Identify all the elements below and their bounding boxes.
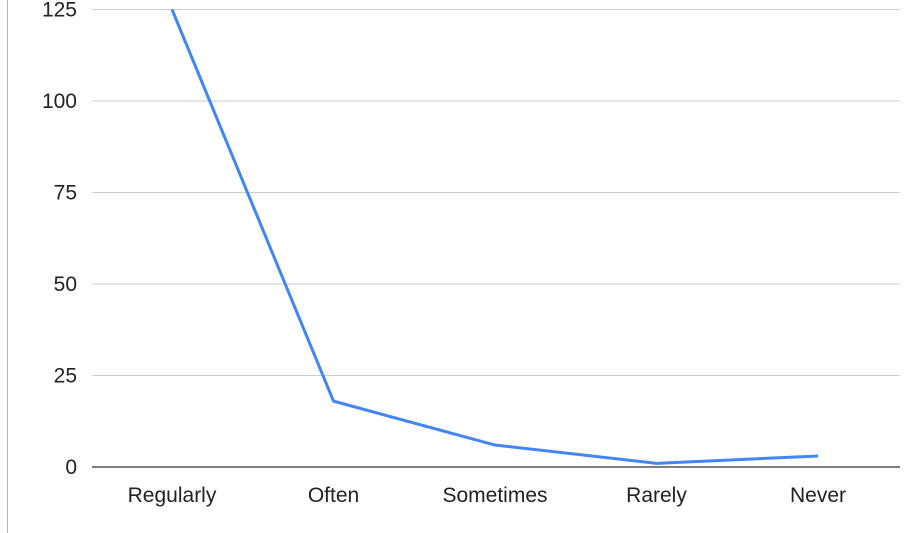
y-tick-label-75: 75 <box>54 182 77 205</box>
x-tick-label-regularly: Regularly <box>128 484 217 507</box>
y-tick-label-100: 100 <box>42 90 77 113</box>
y-tick-label-0: 0 <box>65 456 77 479</box>
series-layer <box>170 8 819 465</box>
y-tick-label-50: 50 <box>54 273 77 296</box>
x-tick-label-rarely: Rarely <box>626 484 687 507</box>
x-tick-label-never: Never <box>790 484 846 507</box>
series-line-0 <box>170 8 819 465</box>
y-axis: 0 25 50 75 100 125 <box>42 0 77 479</box>
x-tick-label-sometimes: Sometimes <box>442 484 547 507</box>
x-axis: Regularly Often Sometimes Rarely Never <box>128 484 846 507</box>
x-tick-label-often: Often <box>308 484 359 507</box>
y-tick-label-125: 125 <box>42 0 77 22</box>
grid-lines <box>92 9 900 468</box>
y-tick-label-25: 25 <box>54 365 77 388</box>
frame-left-border <box>7 0 8 533</box>
